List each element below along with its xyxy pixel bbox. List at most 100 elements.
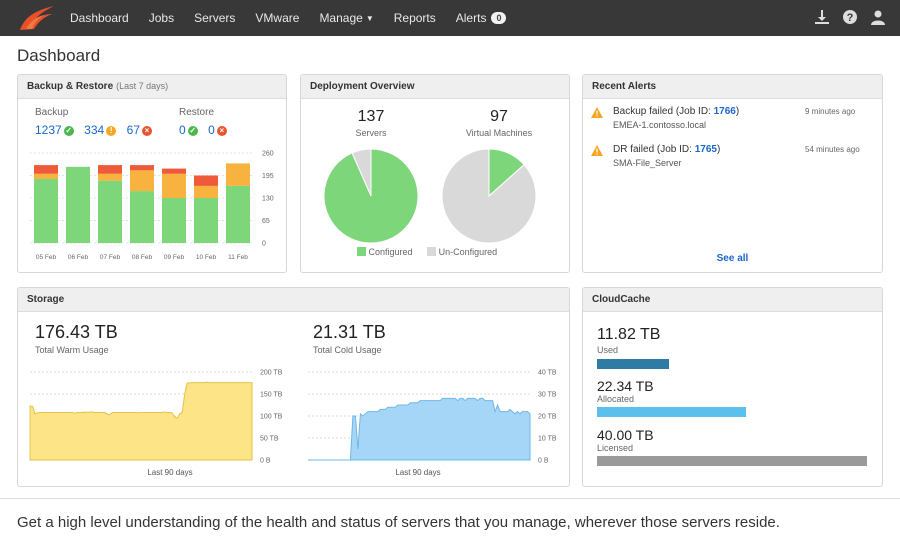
top-navbar: Dashboard Jobs Servers VMware Manage ▼ Re… bbox=[0, 0, 900, 36]
backup-success-count[interactable]: 1237 bbox=[35, 123, 62, 137]
cold-usage-value: 21.31 TB bbox=[313, 322, 386, 342]
backup-restore-header: Backup & Restore (Last 7 days) bbox=[18, 75, 286, 99]
vms-label: Virtual Machines bbox=[465, 128, 533, 138]
storage-panel: Storage 176.43 TB Total Warm Usage 21.31… bbox=[17, 287, 570, 487]
bar-success bbox=[162, 198, 186, 243]
servers-label: Servers bbox=[355, 128, 387, 138]
cloudcache-licensed-label: Licensed bbox=[597, 443, 634, 453]
alert-host: EMEA-1.contosso.local bbox=[613, 120, 707, 130]
restore-failed-count[interactable]: 0 bbox=[208, 123, 215, 137]
pie-slice-un-configured bbox=[351, 148, 372, 197]
y-tick-label: 260 bbox=[262, 151, 274, 158]
x-tick-label: 06 Feb bbox=[68, 254, 89, 261]
cloudcache-allocated-value: 22.34 TB bbox=[597, 378, 654, 394]
x-tick-label: 07 Feb bbox=[100, 254, 121, 261]
servers-pie-chart[interactable] bbox=[323, 148, 419, 244]
alert-prefix: DR failed (Job ID: bbox=[613, 144, 695, 155]
alert-title: DR failed (Job ID: 1765) bbox=[613, 144, 720, 155]
footer-caption: Get a high level understanding of the he… bbox=[17, 514, 780, 531]
y-tick-label: 130 bbox=[262, 196, 274, 203]
cloudcache-allocated-bar-fill bbox=[597, 407, 747, 417]
bar-failed bbox=[130, 165, 154, 171]
warning-clock-icon: ! bbox=[106, 126, 117, 136]
legend-configured-swatch bbox=[357, 247, 366, 256]
bar-warning bbox=[226, 163, 250, 186]
bar-success bbox=[194, 198, 218, 243]
bar-failed bbox=[98, 165, 122, 174]
logo[interactable] bbox=[0, 0, 70, 36]
nav-manage-label: Manage bbox=[319, 11, 363, 25]
bar-warning bbox=[194, 185, 218, 198]
alert-title: Backup failed (Job ID: 1766) bbox=[613, 106, 739, 117]
nav-alerts[interactable]: Alerts 0 bbox=[456, 11, 507, 25]
x-tick-label: 09 Feb bbox=[164, 254, 185, 261]
see-all-link[interactable]: See all bbox=[716, 253, 749, 264]
bar-failed bbox=[194, 175, 218, 186]
success-check-icon: ✓ bbox=[187, 126, 198, 136]
alert-host: SMA-File_Server bbox=[613, 158, 682, 168]
backup-stats: 1237 ✓ 334! 67 × bbox=[35, 121, 152, 139]
legend-configured-label: Configured bbox=[368, 247, 413, 257]
warm-usage-value: 176.43 TB bbox=[35, 322, 118, 342]
backup-restore-title: Backup & Restore bbox=[27, 81, 114, 92]
cloudcache-allocated-bar bbox=[597, 407, 867, 417]
nav-alerts-label: Alerts bbox=[455, 11, 487, 25]
cloudcache-licensed-bar bbox=[597, 456, 867, 466]
backup-bar-chart: 260 195 130 65 0 05 Feb 06 Feb 07 Feb 08 Feb 09 F… bbox=[30, 151, 274, 261]
alert-suffix: ) bbox=[735, 106, 740, 117]
cloudcache-used-bar-fill bbox=[597, 359, 669, 369]
backup-failed-count[interactable]: 67 bbox=[126, 123, 140, 137]
alert-item[interactable]: DR failed (Job ID: 1765) SMA-File_Server… bbox=[591, 143, 875, 173]
nav-reports[interactable]: Reports bbox=[393, 11, 436, 25]
cloudcache-allocated-label: Allocated bbox=[597, 394, 635, 404]
alert-item[interactable]: Backup failed (Job ID: 1766) EMEA-1.cont… bbox=[591, 105, 875, 135]
bar-success bbox=[34, 178, 58, 243]
nav-dashboard[interactable]: Dashboard bbox=[70, 11, 129, 25]
storage-header: Storage bbox=[18, 288, 569, 312]
user-icon[interactable] bbox=[870, 9, 886, 25]
download-icon[interactable] bbox=[814, 9, 830, 25]
x-tick-label: 08 Feb bbox=[132, 254, 153, 261]
bar-warning bbox=[98, 173, 122, 181]
legend-unconfigured-label: Un-Configured bbox=[438, 247, 498, 257]
deployment-overview-header: Deployment Overview bbox=[301, 75, 569, 99]
cold-usage-label: Total Cold Usage bbox=[313, 345, 382, 355]
backup-label: Backup bbox=[35, 107, 69, 118]
y-tick-label: 10 TB bbox=[538, 436, 557, 443]
nav-vmware[interactable]: VMware bbox=[255, 11, 300, 25]
y-tick-label: 100 TB bbox=[260, 414, 283, 421]
cloudcache-used-bar bbox=[597, 359, 867, 369]
servers-count[interactable]: 137 bbox=[357, 108, 385, 125]
restore-success-count[interactable]: 0 bbox=[179, 123, 186, 137]
y-tick-label: 40 TB bbox=[538, 370, 557, 377]
backup-warning-count[interactable]: 334 bbox=[84, 123, 105, 137]
nav-servers[interactable]: Servers bbox=[194, 11, 236, 25]
y-tick-label: 30 TB bbox=[538, 392, 557, 399]
pie-slice-un-configured bbox=[441, 148, 537, 244]
help-icon[interactable]: ? bbox=[842, 9, 858, 25]
warm-usage-area-chart: 200 TB 150 TB 100 TB 50 TB 0 B bbox=[29, 370, 283, 465]
alerts-count-badge: 0 bbox=[491, 12, 507, 24]
nav-jobs[interactable]: Jobs bbox=[148, 11, 175, 25]
alert-suffix: ) bbox=[716, 144, 721, 155]
restore-stats: 0 ✓ 0 × bbox=[179, 121, 227, 139]
y-tick-label: 65 bbox=[262, 218, 270, 225]
area-series bbox=[308, 397, 531, 461]
page-title: Dashboard bbox=[17, 46, 101, 65]
failed-x-icon: × bbox=[216, 126, 227, 136]
nav-manage[interactable]: Manage ▼ bbox=[319, 11, 373, 25]
alert-time: 54 minutes ago bbox=[805, 145, 860, 154]
bar-success bbox=[226, 185, 250, 243]
failed-x-icon: × bbox=[142, 126, 152, 136]
vms-count[interactable]: 97 bbox=[490, 108, 508, 125]
alert-job-link[interactable]: 1765 bbox=[694, 144, 717, 155]
svg-text:?: ? bbox=[847, 12, 854, 24]
cloudcache-panel: CloudCache 11.82 TB Used 22.34 TB Alloca… bbox=[582, 287, 883, 487]
bar-warning bbox=[162, 173, 186, 198]
y-tick-label: 0 B bbox=[260, 458, 271, 465]
alert-prefix: Backup failed (Job ID: bbox=[613, 106, 714, 117]
cloudcache-used-value: 11.82 TB bbox=[597, 326, 661, 343]
vms-pie-chart[interactable] bbox=[441, 148, 537, 244]
alert-job-link[interactable]: 1766 bbox=[713, 106, 736, 117]
y-tick-label: 200 TB bbox=[260, 370, 283, 377]
